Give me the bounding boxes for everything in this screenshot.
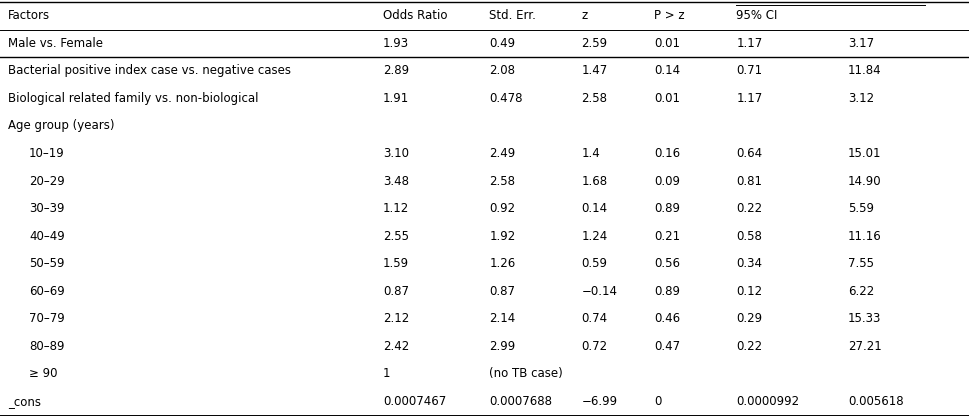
Text: 0.87: 0.87 [489, 285, 516, 298]
Text: 80–89: 80–89 [29, 340, 65, 353]
Text: 0.34: 0.34 [736, 257, 763, 270]
Text: 0.56: 0.56 [654, 257, 680, 270]
Text: 0.21: 0.21 [654, 230, 680, 243]
Text: 1.91: 1.91 [383, 92, 409, 105]
Text: 0.478: 0.478 [489, 92, 523, 105]
Text: 0.22: 0.22 [736, 202, 763, 215]
Text: 10–19: 10–19 [29, 147, 65, 160]
Text: 2.58: 2.58 [581, 92, 608, 105]
Text: 2.89: 2.89 [383, 64, 409, 77]
Text: 1.17: 1.17 [736, 37, 763, 50]
Text: (no TB case): (no TB case) [489, 367, 563, 380]
Text: 0.72: 0.72 [581, 340, 608, 353]
Text: 0.29: 0.29 [736, 312, 763, 325]
Text: 15.01: 15.01 [848, 147, 882, 160]
Text: 50–59: 50–59 [29, 257, 65, 270]
Text: 0.89: 0.89 [654, 285, 680, 298]
Text: 27.21: 27.21 [848, 340, 882, 353]
Text: 70–79: 70–79 [29, 312, 65, 325]
Text: 1.12: 1.12 [383, 202, 409, 215]
Text: 1.17: 1.17 [736, 92, 763, 105]
Text: 0.01: 0.01 [654, 37, 680, 50]
Text: −0.14: −0.14 [581, 285, 617, 298]
Text: 1.47: 1.47 [581, 64, 608, 77]
Text: Biological related family vs. non-biological: Biological related family vs. non-biolog… [8, 92, 259, 105]
Text: z: z [581, 9, 587, 22]
Text: 1.24: 1.24 [581, 230, 608, 243]
Text: 0.14: 0.14 [581, 202, 608, 215]
Text: 0.0007688: 0.0007688 [489, 395, 552, 408]
Text: 15.33: 15.33 [848, 312, 881, 325]
Text: 7.55: 7.55 [848, 257, 874, 270]
Text: 2.58: 2.58 [489, 174, 516, 187]
Text: 0.01: 0.01 [654, 92, 680, 105]
Text: Std. Err.: Std. Err. [489, 9, 536, 22]
Text: P > z: P > z [654, 9, 685, 22]
Text: 2.55: 2.55 [383, 230, 409, 243]
Text: 11.84: 11.84 [848, 64, 882, 77]
Text: 0: 0 [654, 395, 662, 408]
Text: 1.92: 1.92 [489, 230, 516, 243]
Text: 1.59: 1.59 [383, 257, 409, 270]
Text: 0.12: 0.12 [736, 285, 763, 298]
Text: 6.22: 6.22 [848, 285, 874, 298]
Text: 0.89: 0.89 [654, 202, 680, 215]
Text: _cons: _cons [8, 395, 41, 408]
Text: −6.99: −6.99 [581, 395, 617, 408]
Text: 1.26: 1.26 [489, 257, 516, 270]
Text: 60–69: 60–69 [29, 285, 65, 298]
Text: 5.59: 5.59 [848, 202, 874, 215]
Text: 0.58: 0.58 [736, 230, 763, 243]
Text: 0.46: 0.46 [654, 312, 680, 325]
Text: 3.12: 3.12 [848, 92, 874, 105]
Text: 0.22: 0.22 [736, 340, 763, 353]
Text: 11.16: 11.16 [848, 230, 882, 243]
Text: 40–49: 40–49 [29, 230, 65, 243]
Text: 14.90: 14.90 [848, 174, 882, 187]
Text: 0.005618: 0.005618 [848, 395, 903, 408]
Text: 3.10: 3.10 [383, 147, 409, 160]
Text: 1.68: 1.68 [581, 174, 608, 187]
Text: 2.14: 2.14 [489, 312, 516, 325]
Text: 0.09: 0.09 [654, 174, 680, 187]
Text: 0.47: 0.47 [654, 340, 680, 353]
Text: 0.74: 0.74 [581, 312, 608, 325]
Text: Age group (years): Age group (years) [8, 119, 114, 132]
Text: Odds Ratio: Odds Ratio [383, 9, 448, 22]
Text: 0.87: 0.87 [383, 285, 409, 298]
Text: 2.12: 2.12 [383, 312, 409, 325]
Text: 2.99: 2.99 [489, 340, 516, 353]
Text: 95% CI: 95% CI [736, 9, 778, 22]
Text: 0.59: 0.59 [581, 257, 608, 270]
Text: Factors: Factors [8, 9, 49, 22]
Text: 2.42: 2.42 [383, 340, 409, 353]
Text: 20–29: 20–29 [29, 174, 65, 187]
Text: 0.0007467: 0.0007467 [383, 395, 446, 408]
Text: 3.17: 3.17 [848, 37, 874, 50]
Text: 3.48: 3.48 [383, 174, 409, 187]
Text: Bacterial positive index case vs. negative cases: Bacterial positive index case vs. negati… [8, 64, 291, 77]
Text: 0.49: 0.49 [489, 37, 516, 50]
Text: 1.93: 1.93 [383, 37, 409, 50]
Text: 0.71: 0.71 [736, 64, 763, 77]
Text: ≥ 90: ≥ 90 [29, 367, 57, 380]
Text: 0.92: 0.92 [489, 202, 516, 215]
Text: 1: 1 [383, 367, 391, 380]
Text: 0.64: 0.64 [736, 147, 763, 160]
Text: 2.59: 2.59 [581, 37, 608, 50]
Text: 0.0000992: 0.0000992 [736, 395, 799, 408]
Text: 2.49: 2.49 [489, 147, 516, 160]
Text: 1.4: 1.4 [581, 147, 600, 160]
Text: 0.81: 0.81 [736, 174, 763, 187]
Text: 0.14: 0.14 [654, 64, 680, 77]
Text: 0.16: 0.16 [654, 147, 680, 160]
Text: Male vs. Female: Male vs. Female [8, 37, 103, 50]
Text: 30–39: 30–39 [29, 202, 65, 215]
Text: 2.08: 2.08 [489, 64, 516, 77]
